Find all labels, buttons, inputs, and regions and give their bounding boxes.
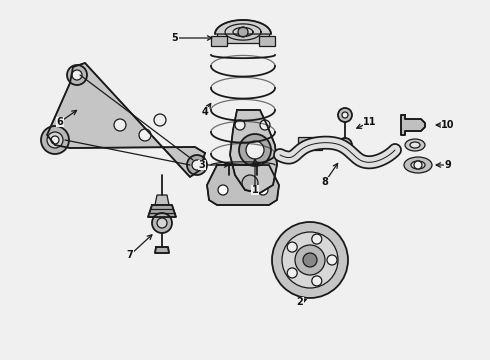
Circle shape [51,136,59,144]
Circle shape [157,218,167,228]
Text: 5: 5 [172,33,178,43]
Text: 9: 9 [444,160,451,170]
Circle shape [282,232,338,288]
Circle shape [306,139,314,147]
Circle shape [287,242,297,252]
Circle shape [47,132,63,148]
Polygon shape [298,137,322,150]
Circle shape [287,268,297,278]
Circle shape [239,134,271,166]
Polygon shape [47,63,205,177]
Polygon shape [401,115,425,135]
Ellipse shape [410,142,420,148]
Circle shape [260,120,270,130]
Text: 7: 7 [126,250,133,260]
Circle shape [67,65,87,85]
Text: 4: 4 [201,107,208,117]
Polygon shape [211,36,227,46]
Circle shape [72,70,82,80]
Circle shape [152,213,172,233]
Circle shape [327,255,337,265]
Ellipse shape [411,161,425,169]
Circle shape [114,119,126,131]
Circle shape [242,175,258,191]
Polygon shape [259,36,275,46]
Circle shape [342,142,348,148]
Text: 10: 10 [441,120,455,130]
Polygon shape [229,165,257,175]
Circle shape [192,160,202,170]
Text: 2: 2 [296,297,303,307]
Polygon shape [207,165,279,205]
Text: 11: 11 [363,117,377,127]
Polygon shape [217,33,269,43]
Circle shape [303,253,317,267]
Ellipse shape [405,139,425,151]
Text: 6: 6 [57,117,63,127]
Text: 3: 3 [198,160,205,170]
Polygon shape [215,20,271,34]
Circle shape [258,185,268,195]
Circle shape [295,245,325,275]
Circle shape [414,161,422,169]
Circle shape [342,112,348,118]
Circle shape [312,276,322,286]
Ellipse shape [404,157,432,173]
Circle shape [312,234,322,244]
Polygon shape [230,110,277,193]
Circle shape [338,138,352,152]
Circle shape [41,126,69,154]
Circle shape [246,141,264,159]
Circle shape [238,27,248,37]
Polygon shape [155,195,169,205]
Circle shape [235,120,245,130]
Text: 8: 8 [321,177,328,187]
Circle shape [187,155,207,175]
Circle shape [154,114,166,126]
Text: 1: 1 [252,185,258,195]
Circle shape [338,108,352,122]
Circle shape [139,129,151,141]
Polygon shape [148,205,176,217]
Circle shape [218,185,228,195]
Polygon shape [155,247,169,253]
Circle shape [272,222,348,298]
